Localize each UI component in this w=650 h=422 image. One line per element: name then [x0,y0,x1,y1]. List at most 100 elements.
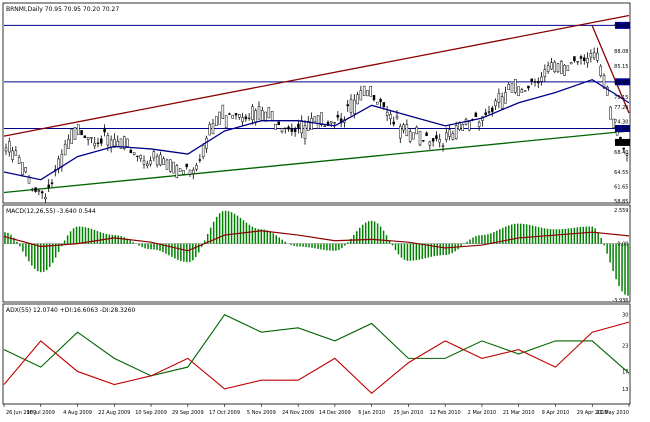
candle-body [330,121,333,124]
adx-di-line [3,321,630,395]
candle-body [560,61,563,74]
date-label: 5 Nov 2009 [247,410,276,416]
candle-body [573,56,576,62]
candle-body [14,150,18,156]
macd-pane-frame [2,204,631,303]
date-label: 17 Oct 2009 [209,410,240,416]
candle-body [362,85,366,96]
candle-body [569,62,573,65]
macd-signal-line [3,230,630,252]
candle-body [234,113,238,116]
candle-body [300,120,303,134]
candle-body [80,130,83,136]
candle-body [34,187,37,192]
candle-body [106,135,110,146]
candle-body [231,114,234,119]
candle-body [37,190,41,192]
candle-body [90,137,93,139]
candle-body [418,131,422,146]
candle-body [592,52,596,59]
candle-body [563,64,566,76]
candle-body [228,113,231,115]
candle-body [537,81,540,84]
candle-body [435,135,438,139]
candle-body [445,132,448,140]
candle-body [4,147,8,152]
candle-body [215,116,218,126]
price-tick-label: 68.40 [614,150,628,156]
adx-tick-label: 30 [622,313,628,319]
candle-body [303,125,307,139]
candle-body [510,83,514,93]
candle-body [70,129,73,144]
candle-body [376,101,379,105]
candle-body [602,75,606,89]
candle-body [270,111,274,122]
candle-body [264,111,267,122]
candle-body [586,57,589,64]
price-tick-label: 77.20 [614,105,628,111]
candle-body [313,116,317,123]
date-label: 26 Jun 2009 [6,410,36,416]
candle-body [162,158,165,165]
candle-body [277,121,280,126]
candle-body [208,123,211,136]
candle-body [287,126,290,130]
candle-body [583,57,586,62]
candle-body [599,65,602,77]
candle-body [152,151,156,159]
candle-body [609,106,612,120]
candle-body [149,160,152,165]
date-label: 12 Feb 2010 [430,410,461,416]
candle-body [530,78,533,82]
candle-body [596,52,599,61]
candle-body [625,153,629,156]
candle-body [175,165,179,179]
candle-body [169,159,172,172]
date-label: 24 Nov 2009 [282,410,314,416]
candle-body [116,141,119,147]
macd-pane-title: MACD(12,26,55) -3.640 0.544 [6,208,96,215]
candle-body [349,98,353,113]
price-tick-label: 70.27 [614,140,628,146]
candle-body [132,152,136,155]
candle-body [119,138,123,149]
price-tick-label: 74.30 [614,120,628,126]
price-tick-label: 82.08 [614,80,628,86]
candle-body [257,106,261,120]
candle-body [96,142,100,144]
candle-body [431,138,435,142]
date-label: 10 Sep 2009 [135,410,167,416]
candle-body [155,155,159,166]
candle-body [389,113,392,120]
candle-body [606,86,609,96]
candle-body [50,182,54,184]
candle-body [251,106,254,120]
date-label: 29 Sep 2009 [172,410,204,416]
candle-body [195,164,198,170]
candle-body [47,184,50,188]
candle-body [474,112,478,117]
adx-pane-title: ADX(55) 12.0740 +DI:16.6063 -DI:28.3260 [6,307,136,314]
candle-body [261,110,264,122]
candle-body [497,93,501,103]
candle-body [487,111,491,113]
price-tick-label: 88.08 [614,49,628,55]
candle-body [543,69,547,77]
candle-body [553,61,556,72]
candle-body [172,161,175,174]
candle-body [221,104,225,119]
price-tick-label: 93.08 [614,23,628,29]
candle-body [17,157,21,164]
candle-body [323,125,326,127]
candle-body [11,150,14,160]
candle-body [73,126,77,140]
candle-body [546,65,550,72]
candle-body [402,124,405,131]
candle-body [392,121,395,125]
candle-body [520,89,524,93]
price-tick-label: 72.98 [614,127,628,133]
